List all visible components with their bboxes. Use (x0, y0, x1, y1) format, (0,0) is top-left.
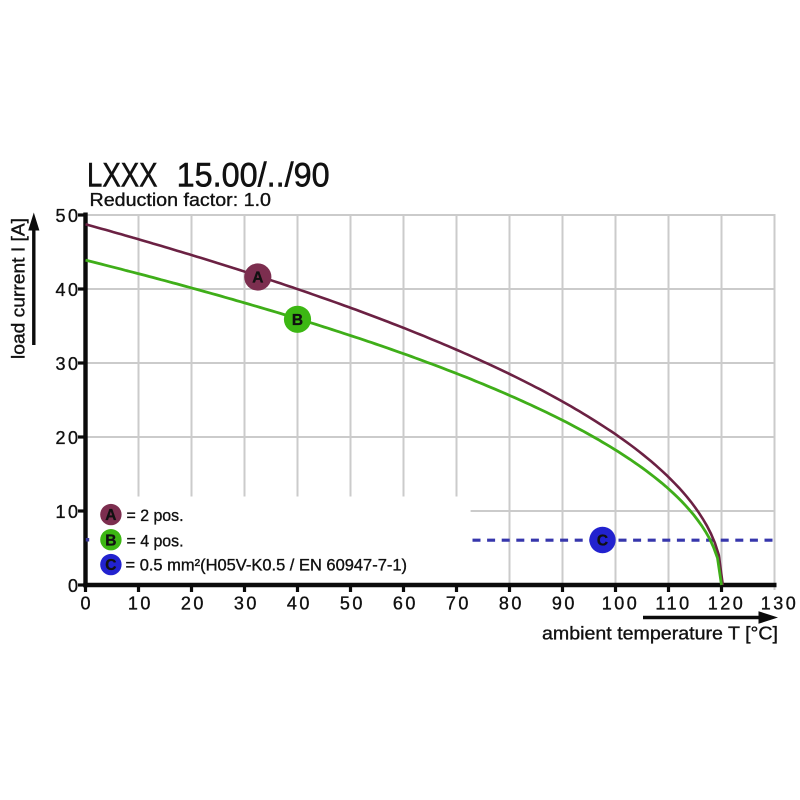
svg-text:70: 70 (446, 594, 471, 614)
svg-text:30: 30 (55, 354, 80, 374)
svg-text:= 2 pos.: = 2 pos. (127, 506, 184, 525)
svg-text:C: C (105, 557, 116, 574)
svg-text:10: 10 (128, 594, 153, 614)
svg-text:110: 110 (655, 594, 691, 614)
svg-text:10: 10 (55, 502, 80, 522)
svg-text:0: 0 (68, 576, 81, 596)
svg-text:0: 0 (80, 594, 93, 614)
svg-text:50: 50 (340, 594, 365, 614)
svg-text:Reduction factor: 1.0: Reduction factor: 1.0 (90, 189, 272, 210)
svg-text:130: 130 (761, 594, 799, 614)
svg-text:100: 100 (602, 594, 640, 614)
svg-text:120: 120 (708, 594, 746, 614)
svg-text:A: A (105, 507, 116, 524)
svg-text:20: 20 (55, 428, 80, 448)
svg-text:60: 60 (393, 594, 418, 614)
svg-text:B: B (105, 532, 116, 549)
svg-text:40: 40 (287, 594, 312, 614)
svg-text:30: 30 (234, 594, 259, 614)
svg-text:C: C (597, 533, 608, 550)
svg-text:= 4 pos.: = 4 pos. (127, 531, 184, 550)
svg-text:50: 50 (55, 206, 80, 226)
svg-text:90: 90 (552, 594, 577, 614)
svg-text:A: A (252, 270, 263, 287)
svg-text:B: B (292, 312, 303, 329)
svg-text:load current I [A]: load current I [A] (8, 218, 29, 359)
svg-text:20: 20 (181, 594, 206, 614)
svg-text:80: 80 (499, 594, 524, 614)
svg-text:40: 40 (55, 280, 80, 300)
svg-text:ambient temperature T [°C]: ambient temperature T [°C] (542, 623, 778, 644)
svg-text:= 0.5 mm²(H05V-K0.5 / EN 60947: = 0.5 mm²(H05V-K0.5 / EN 60947-7-1) (126, 555, 408, 574)
svg-text:LXXX: LXXX (87, 157, 158, 195)
svg-text:15.00/../90: 15.00/../90 (177, 157, 330, 195)
